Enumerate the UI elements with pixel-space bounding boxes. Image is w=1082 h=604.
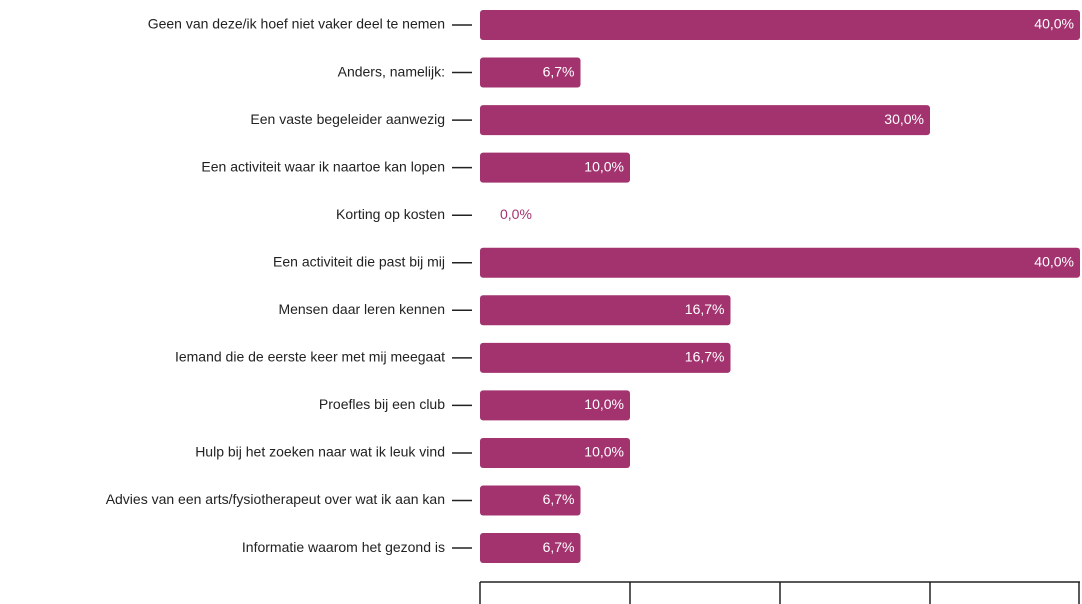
value-label: 0,0% — [500, 206, 532, 222]
category-label: Korting op kosten — [336, 206, 445, 222]
value-label: 16,7% — [685, 349, 725, 365]
category-label: Een activiteit die past bij mij — [273, 253, 445, 269]
value-label: 10,0% — [584, 444, 624, 460]
category-label: Informatie waarom het gezond is — [242, 539, 445, 555]
category-label: Hulp bij het zoeken naar wat ik leuk vin… — [195, 444, 445, 460]
category-label: Iemand die de eerste keer met mij meegaa… — [175, 349, 445, 365]
bar — [480, 152, 630, 183]
bar — [480, 437, 630, 468]
category-label: Een activiteit waar ik naartoe kan lopen — [201, 158, 445, 174]
value-label: 40,0% — [1034, 16, 1074, 32]
bar — [480, 10, 1080, 40]
category-label: Mensen daar leren kennen — [278, 301, 445, 317]
value-label: 6,7% — [543, 63, 575, 79]
bar — [480, 342, 731, 373]
value-label: 6,7% — [543, 491, 575, 507]
value-label: 16,7% — [685, 301, 725, 317]
category-label: Geen van deze/ik hoef niet vaker deel te… — [148, 16, 445, 32]
value-label: 6,7% — [543, 539, 575, 555]
bar — [480, 105, 930, 136]
value-label: 40,0% — [1034, 253, 1074, 269]
value-label: 30,0% — [884, 111, 924, 127]
value-label: 10,0% — [584, 396, 624, 412]
category-label: Anders, namelijk: — [338, 63, 445, 79]
bar — [480, 57, 581, 88]
category-label: Proefles bij een club — [319, 396, 445, 412]
bar — [480, 247, 1080, 278]
category-label: Advies van een arts/fysiotherapeut over … — [106, 491, 445, 507]
value-label: 10,0% — [584, 158, 624, 174]
bar — [480, 295, 731, 326]
bar — [480, 485, 581, 516]
bar — [480, 390, 630, 421]
bar — [480, 533, 581, 564]
category-label: Een vaste begeleider aanwezig — [250, 111, 445, 127]
